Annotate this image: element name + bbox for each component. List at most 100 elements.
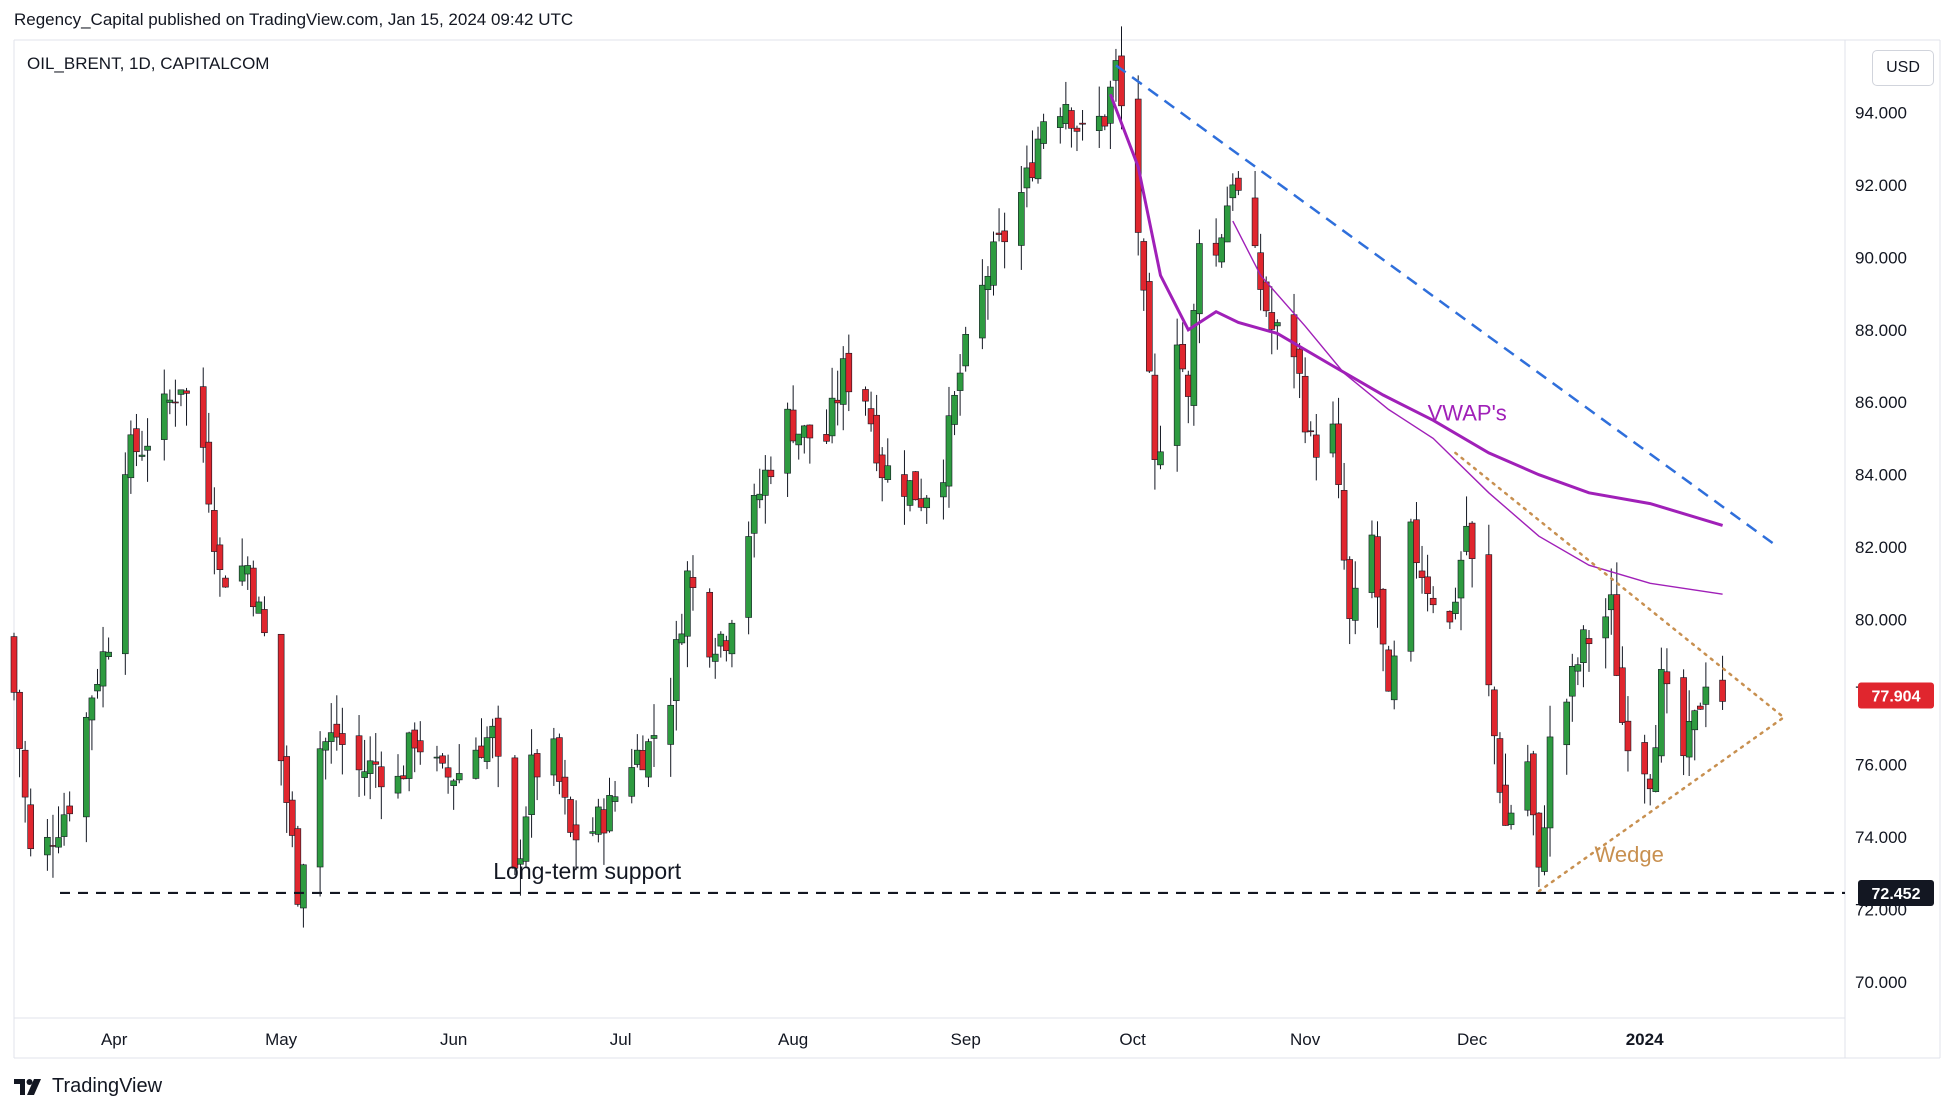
candle-body [845,352,853,393]
candle [372,733,380,788]
candle [355,715,363,797]
candle-body [1296,348,1303,374]
candle-body [411,729,419,749]
candle-body [1624,720,1632,752]
candle-body [962,334,969,367]
downtrend-line [1115,64,1779,549]
y-tick-label: 74.000 [1855,828,1907,847]
candle-body [1040,121,1047,144]
y-tick-label: 86.000 [1855,393,1907,412]
candle-body [244,565,252,575]
candle-body [1101,116,1109,127]
candle-body [1719,679,1726,702]
currency-button[interactable]: USD [1872,50,1934,86]
candle-body [1502,784,1509,826]
candle-body [672,639,680,702]
candle [901,450,908,525]
candle-body [378,766,385,788]
candle [1146,272,1153,374]
candle [1702,662,1710,728]
candle-body [667,704,675,745]
y-tick-label: 70.000 [1855,973,1907,992]
candle [455,744,463,784]
candle [1385,645,1392,692]
candle [1368,520,1376,599]
candle [1563,698,1571,775]
candle [27,788,34,857]
candle-body [66,805,73,815]
candle-body [873,414,880,464]
candle [205,412,213,513]
candle-body [1607,594,1615,611]
candle [1034,126,1042,184]
candle [183,387,190,426]
candle-body [1463,525,1470,552]
symbol-label[interactable]: OIL_BRENT, 1D, CAPITALCOM [27,54,270,73]
candle-body [828,397,836,437]
tradingview-logo-icon [14,1078,41,1095]
candle [917,478,925,512]
candle-body [1691,710,1699,731]
candle [394,754,402,799]
candle-body [1268,312,1276,330]
candle [160,369,168,461]
candle-body [867,408,875,425]
candle [667,677,675,777]
candle [1685,690,1693,777]
candle-body [1062,104,1070,124]
candle [589,817,597,837]
candle [606,777,613,833]
candle [255,596,263,614]
candle [645,738,652,788]
candle-body [745,536,752,618]
candle-body [834,399,841,404]
candle-body [400,775,407,780]
candle-body [1034,138,1042,180]
candle-body [784,408,791,474]
candle [684,561,691,668]
candle-body [366,760,374,774]
candle-body [1029,162,1036,179]
candle-body [1385,649,1392,692]
candle-body [88,697,96,721]
candle-body [450,780,457,786]
candle-body [455,773,463,781]
candle [650,704,658,767]
candle [1179,322,1187,373]
candle [522,806,530,867]
candle-body [1262,281,1270,312]
candle-body [333,723,341,738]
candle [1541,805,1548,876]
candle [528,729,535,838]
candle-body [917,498,925,508]
candle [105,637,112,660]
candle [177,389,185,407]
candle-body [1568,665,1576,697]
candle-body [1118,55,1125,107]
candle-body [183,390,190,394]
y-tick-label: 94.000 [1855,103,1907,122]
candle-body [261,609,268,634]
candle-body [839,358,847,405]
candle [1040,113,1047,149]
candle-body [361,771,368,778]
candle-body [1641,742,1648,775]
candle [1658,647,1665,763]
candle [867,391,875,432]
candle-body [923,497,931,509]
candle [472,737,480,780]
candle-body [1335,423,1342,485]
candle [984,266,992,320]
candle-body [1079,122,1086,125]
candle [1173,318,1181,472]
candle-body [1452,601,1459,614]
candle [366,736,374,800]
candle-body [416,740,424,753]
candle-body [561,776,569,798]
candle-body [1056,116,1064,128]
candle [1468,521,1476,588]
candle-body [628,767,636,797]
candle [634,734,641,768]
candle [800,424,808,454]
